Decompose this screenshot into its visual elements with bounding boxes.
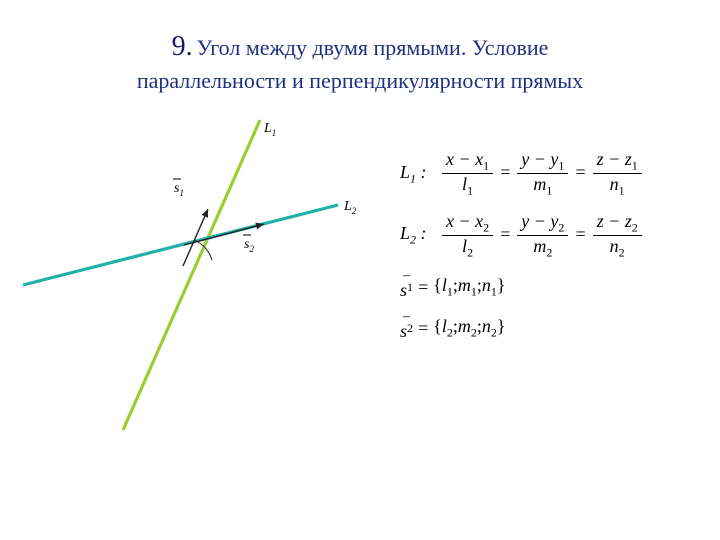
eq-L2-terms: x − x2l2=y − y2m2=z − z2n2 <box>440 212 644 260</box>
title-line1: Угол между двумя прямыми. Условие <box>197 35 549 60</box>
page-title: 9. Угол между двумя прямыми. Условие пар… <box>0 28 720 95</box>
equation-L2: L2 : x − x2l2=y − y2m2=z − z2n2 <box>400 212 700 260</box>
vector-s1: s1 = {l1;m1;n1} <box>400 274 700 301</box>
label-L2: L2 <box>343 199 357 216</box>
label-vec-s2: s2 <box>244 237 254 254</box>
eq-L1-terms: x − x1l1=y − y1m1=z − z1n1 <box>440 150 644 198</box>
vector-s2-components: {l2;m2;n2} <box>433 316 505 341</box>
vector-s2: s2 = {l2;m2;n2} <box>400 315 700 342</box>
eq-L1-lead: L <box>400 162 410 182</box>
line-L2 <box>23 205 338 285</box>
title-line2: параллельности и перпендикулярности прям… <box>137 68 583 93</box>
label-L1: L1 <box>263 121 276 138</box>
title-number: 9. <box>172 31 193 62</box>
equations-block: L1 : x − x1l1=y − y1m1=z − z1n1 L2 : x −… <box>400 150 700 356</box>
vector-s2 <box>184 224 264 245</box>
vector-s1-components: {l1;m1;n1} <box>433 275 505 300</box>
label-vec-s1: s1 <box>174 181 184 198</box>
eq-L2-lead: L <box>400 223 410 243</box>
line-L1 <box>123 120 260 430</box>
equation-L1: L1 : x − x1l1=y − y1m1=z − z1n1 <box>400 150 700 198</box>
lines-diagram: L1 L2 s1 s2 <box>8 110 368 450</box>
